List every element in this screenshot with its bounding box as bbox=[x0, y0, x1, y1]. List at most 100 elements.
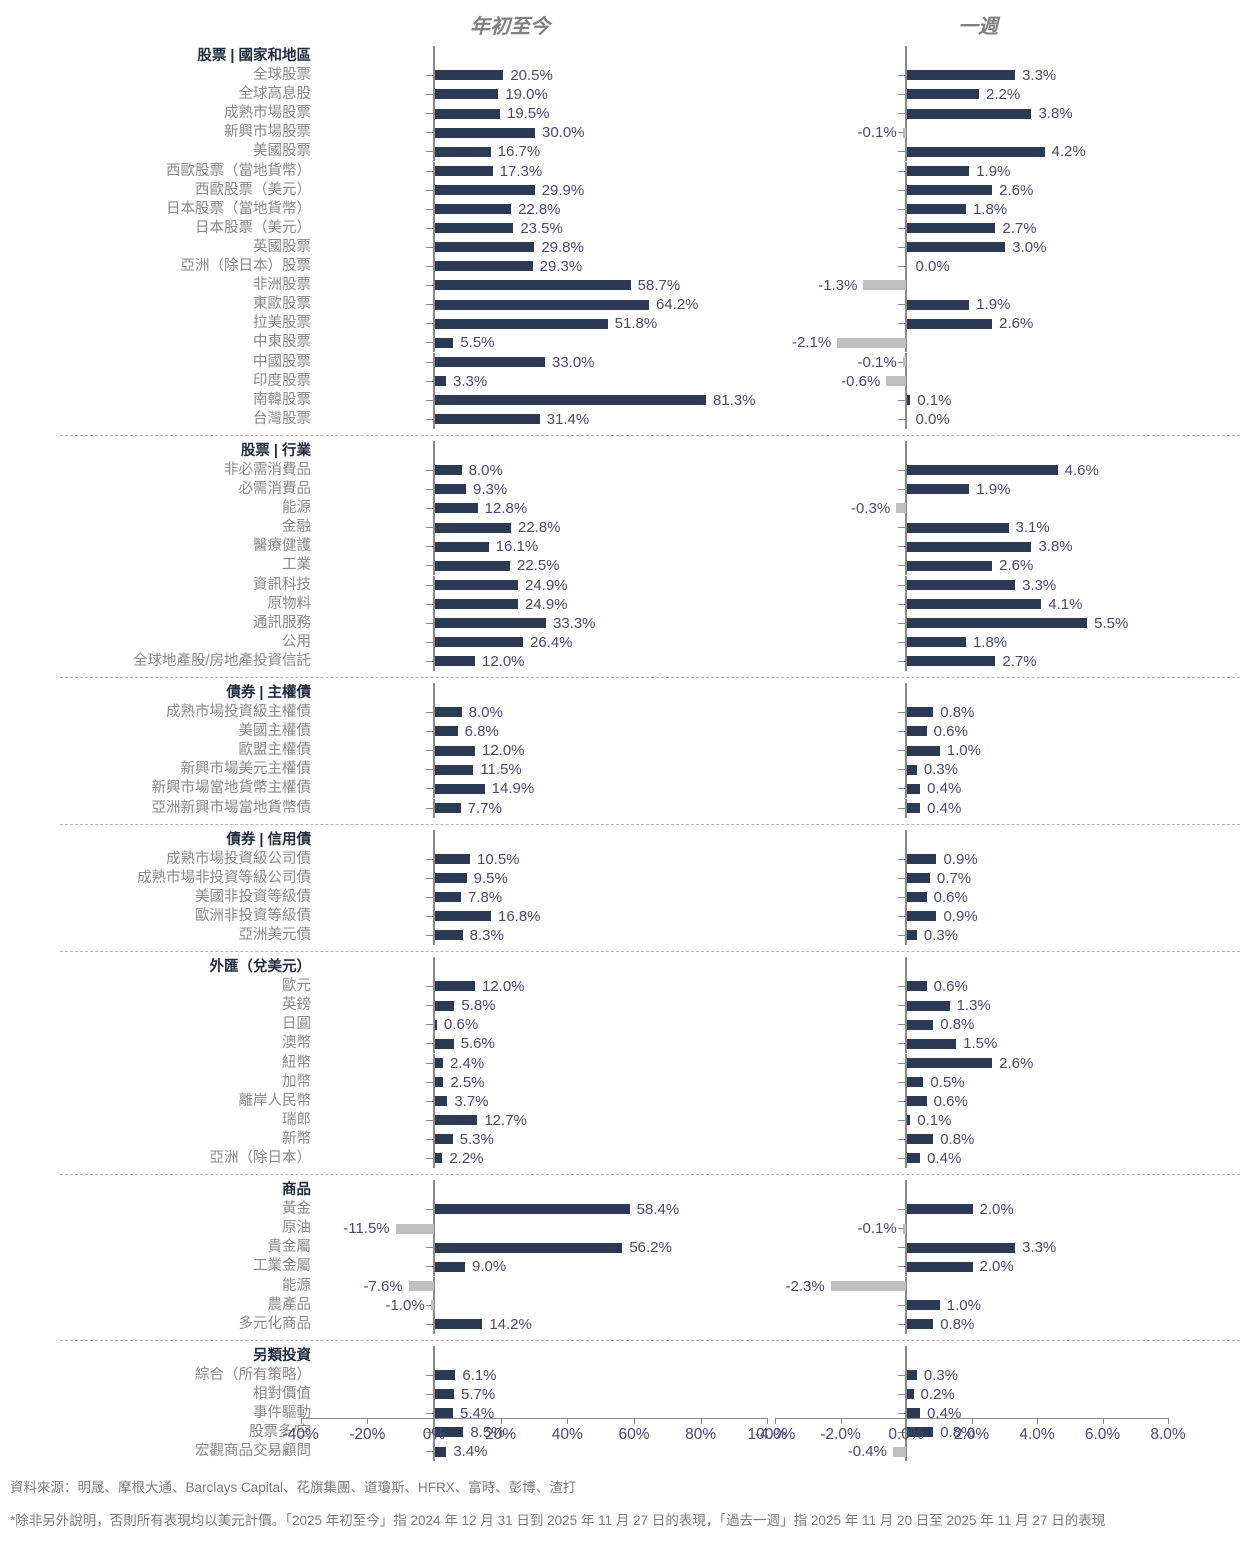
axis-tick-mark bbox=[367, 1418, 369, 1424]
group-title: 股票 | 國家和地區 bbox=[197, 48, 311, 64]
bar-value-ytd: -11.5% bbox=[343, 1220, 390, 1238]
axis-tick-left bbox=[426, 622, 433, 624]
bar-ytd bbox=[435, 108, 500, 119]
bar-ytd bbox=[435, 1261, 465, 1272]
zero-axis-right bbox=[905, 295, 907, 315]
bar-value-week: 3.3% bbox=[1022, 1239, 1057, 1257]
bar-ytd bbox=[435, 637, 523, 648]
bar-value-week: 0.4% bbox=[927, 780, 962, 798]
row-label: 能源 bbox=[282, 500, 311, 517]
bar-ytd bbox=[435, 618, 546, 629]
zero-axis-right bbox=[905, 371, 907, 391]
axis-tick-label: 6.0% bbox=[1084, 1426, 1121, 1443]
zero-axis-left bbox=[433, 1423, 435, 1443]
bar-value-ytd: 22.5% bbox=[516, 557, 560, 575]
row-label: 相對價值 bbox=[253, 1385, 311, 1402]
zero-axis-left bbox=[433, 1384, 435, 1404]
bar-ytd bbox=[435, 280, 631, 291]
axis-tick-right bbox=[898, 113, 905, 115]
zero-axis-right bbox=[905, 409, 907, 429]
zero-axis-right bbox=[905, 977, 907, 997]
bar-ytd bbox=[435, 853, 470, 864]
zero-axis-left bbox=[433, 868, 435, 888]
chart-row: 公用 26.4% 1.8% bbox=[0, 632, 1248, 652]
bar-week bbox=[907, 242, 1006, 253]
axis-tick-right bbox=[898, 151, 905, 153]
bar-value-ytd: 58.4% bbox=[636, 1201, 680, 1219]
zero-axis-right bbox=[905, 1200, 907, 1220]
zero-axis-left bbox=[433, 760, 435, 780]
bar-value-week: -0.1% bbox=[857, 1220, 897, 1238]
zero-axis-left bbox=[433, 1053, 435, 1073]
zero-axis-right bbox=[905, 85, 907, 105]
bar-ytd bbox=[435, 503, 478, 514]
bar-value-week: 0.3% bbox=[923, 927, 959, 944]
bar-ytd bbox=[435, 656, 475, 667]
axis-tick-right bbox=[898, 1081, 905, 1083]
bar-value-ytd: 3.4% bbox=[453, 1443, 488, 1461]
bar-ytd bbox=[435, 1427, 464, 1438]
bar-value-ytd: 12.0% bbox=[481, 978, 525, 996]
axis-tick-right bbox=[898, 1304, 905, 1306]
axis-tick-left bbox=[426, 1393, 433, 1395]
chart-row: 新幣 5.3% 0.8% bbox=[0, 1129, 1248, 1149]
bar-value-week: 0.6% bbox=[933, 888, 968, 906]
group-title: 外匯（兌美元） bbox=[209, 959, 312, 976]
chart-row: 澳幣 5.6% 1.5% bbox=[0, 1034, 1248, 1054]
bar-value-ytd: 12.0% bbox=[481, 742, 525, 760]
row-label: 新幣 bbox=[282, 1130, 311, 1147]
bar-value-ytd: 64.2% bbox=[655, 296, 699, 314]
zero-axis-right bbox=[905, 575, 907, 595]
bar-value-ytd: 9.5% bbox=[473, 869, 508, 887]
zero-axis-right bbox=[905, 1034, 907, 1054]
row-label: 新興市場股票 bbox=[224, 124, 311, 141]
axis-tick-left bbox=[426, 1374, 433, 1376]
bar-value-ytd: 51.8% bbox=[614, 315, 658, 333]
zero-axis-right bbox=[905, 460, 907, 480]
chart-row: 新興市場股票 30.0% -0.1% bbox=[0, 123, 1248, 143]
bar-value-ytd: 2.5% bbox=[450, 1073, 485, 1091]
bar-week bbox=[907, 911, 937, 922]
bar-value-ytd: 19.5% bbox=[506, 105, 550, 123]
axis-tick-left bbox=[426, 731, 433, 733]
chart-row: 南韓股票 81.3% 0.1% bbox=[0, 390, 1248, 410]
chart-row: 全球高息股 19.0% 2.2% bbox=[0, 85, 1248, 105]
zero-axis-right bbox=[905, 1219, 907, 1239]
axis-tick-mark bbox=[971, 1418, 973, 1424]
row-label: 成熟市場非投資等級公司債 bbox=[137, 869, 311, 886]
row-label: 新興市場當地貨幣主權債 bbox=[151, 780, 312, 797]
axis-tick-left bbox=[426, 170, 433, 172]
bar-week bbox=[907, 618, 1088, 629]
chart-row: 中東股票 5.5% -2.1% bbox=[0, 333, 1248, 353]
zero-axis-left bbox=[433, 104, 435, 124]
group-title: 債券 | 信用債 bbox=[226, 831, 311, 848]
bar-week bbox=[907, 579, 1016, 590]
row-label: 西歐股票（美元） bbox=[195, 181, 311, 198]
zero-axis-left bbox=[433, 651, 435, 671]
zero-axis-right bbox=[905, 926, 907, 946]
bar-week bbox=[907, 1204, 973, 1215]
zero-axis-right bbox=[905, 1404, 907, 1424]
axis-tick-left bbox=[426, 489, 433, 490]
bar-week bbox=[907, 223, 996, 234]
row-label: 印度股票 bbox=[253, 372, 311, 389]
row-label: 事件驅動 bbox=[253, 1405, 311, 1421]
axis-tick-right bbox=[898, 731, 905, 733]
zero-axis-left bbox=[433, 829, 435, 850]
group-title: 商品 bbox=[282, 1182, 311, 1199]
bar-week bbox=[907, 1134, 934, 1145]
zero-axis-left bbox=[433, 849, 435, 869]
zero-axis-left bbox=[433, 85, 435, 105]
axis-tick-right bbox=[898, 712, 905, 713]
bar-value-ytd: 22.8% bbox=[517, 200, 561, 218]
footnotes: 資料來源：明晟、摩根大通、Barclays Capital、花旗集團、道瓊斯、H… bbox=[10, 1478, 1240, 1544]
axis-tick-left bbox=[426, 1005, 433, 1007]
bar-ytd bbox=[408, 1280, 434, 1291]
axis-tick-left bbox=[426, 660, 433, 662]
panel-title-ytd: 年初至今 bbox=[470, 16, 550, 38]
bar-value-week: 0.8% bbox=[940, 1424, 975, 1442]
zero-axis-right bbox=[905, 849, 907, 869]
axis-tick-left bbox=[426, 584, 433, 586]
bar-ytd bbox=[435, 146, 491, 157]
zero-axis-right bbox=[905, 632, 907, 652]
